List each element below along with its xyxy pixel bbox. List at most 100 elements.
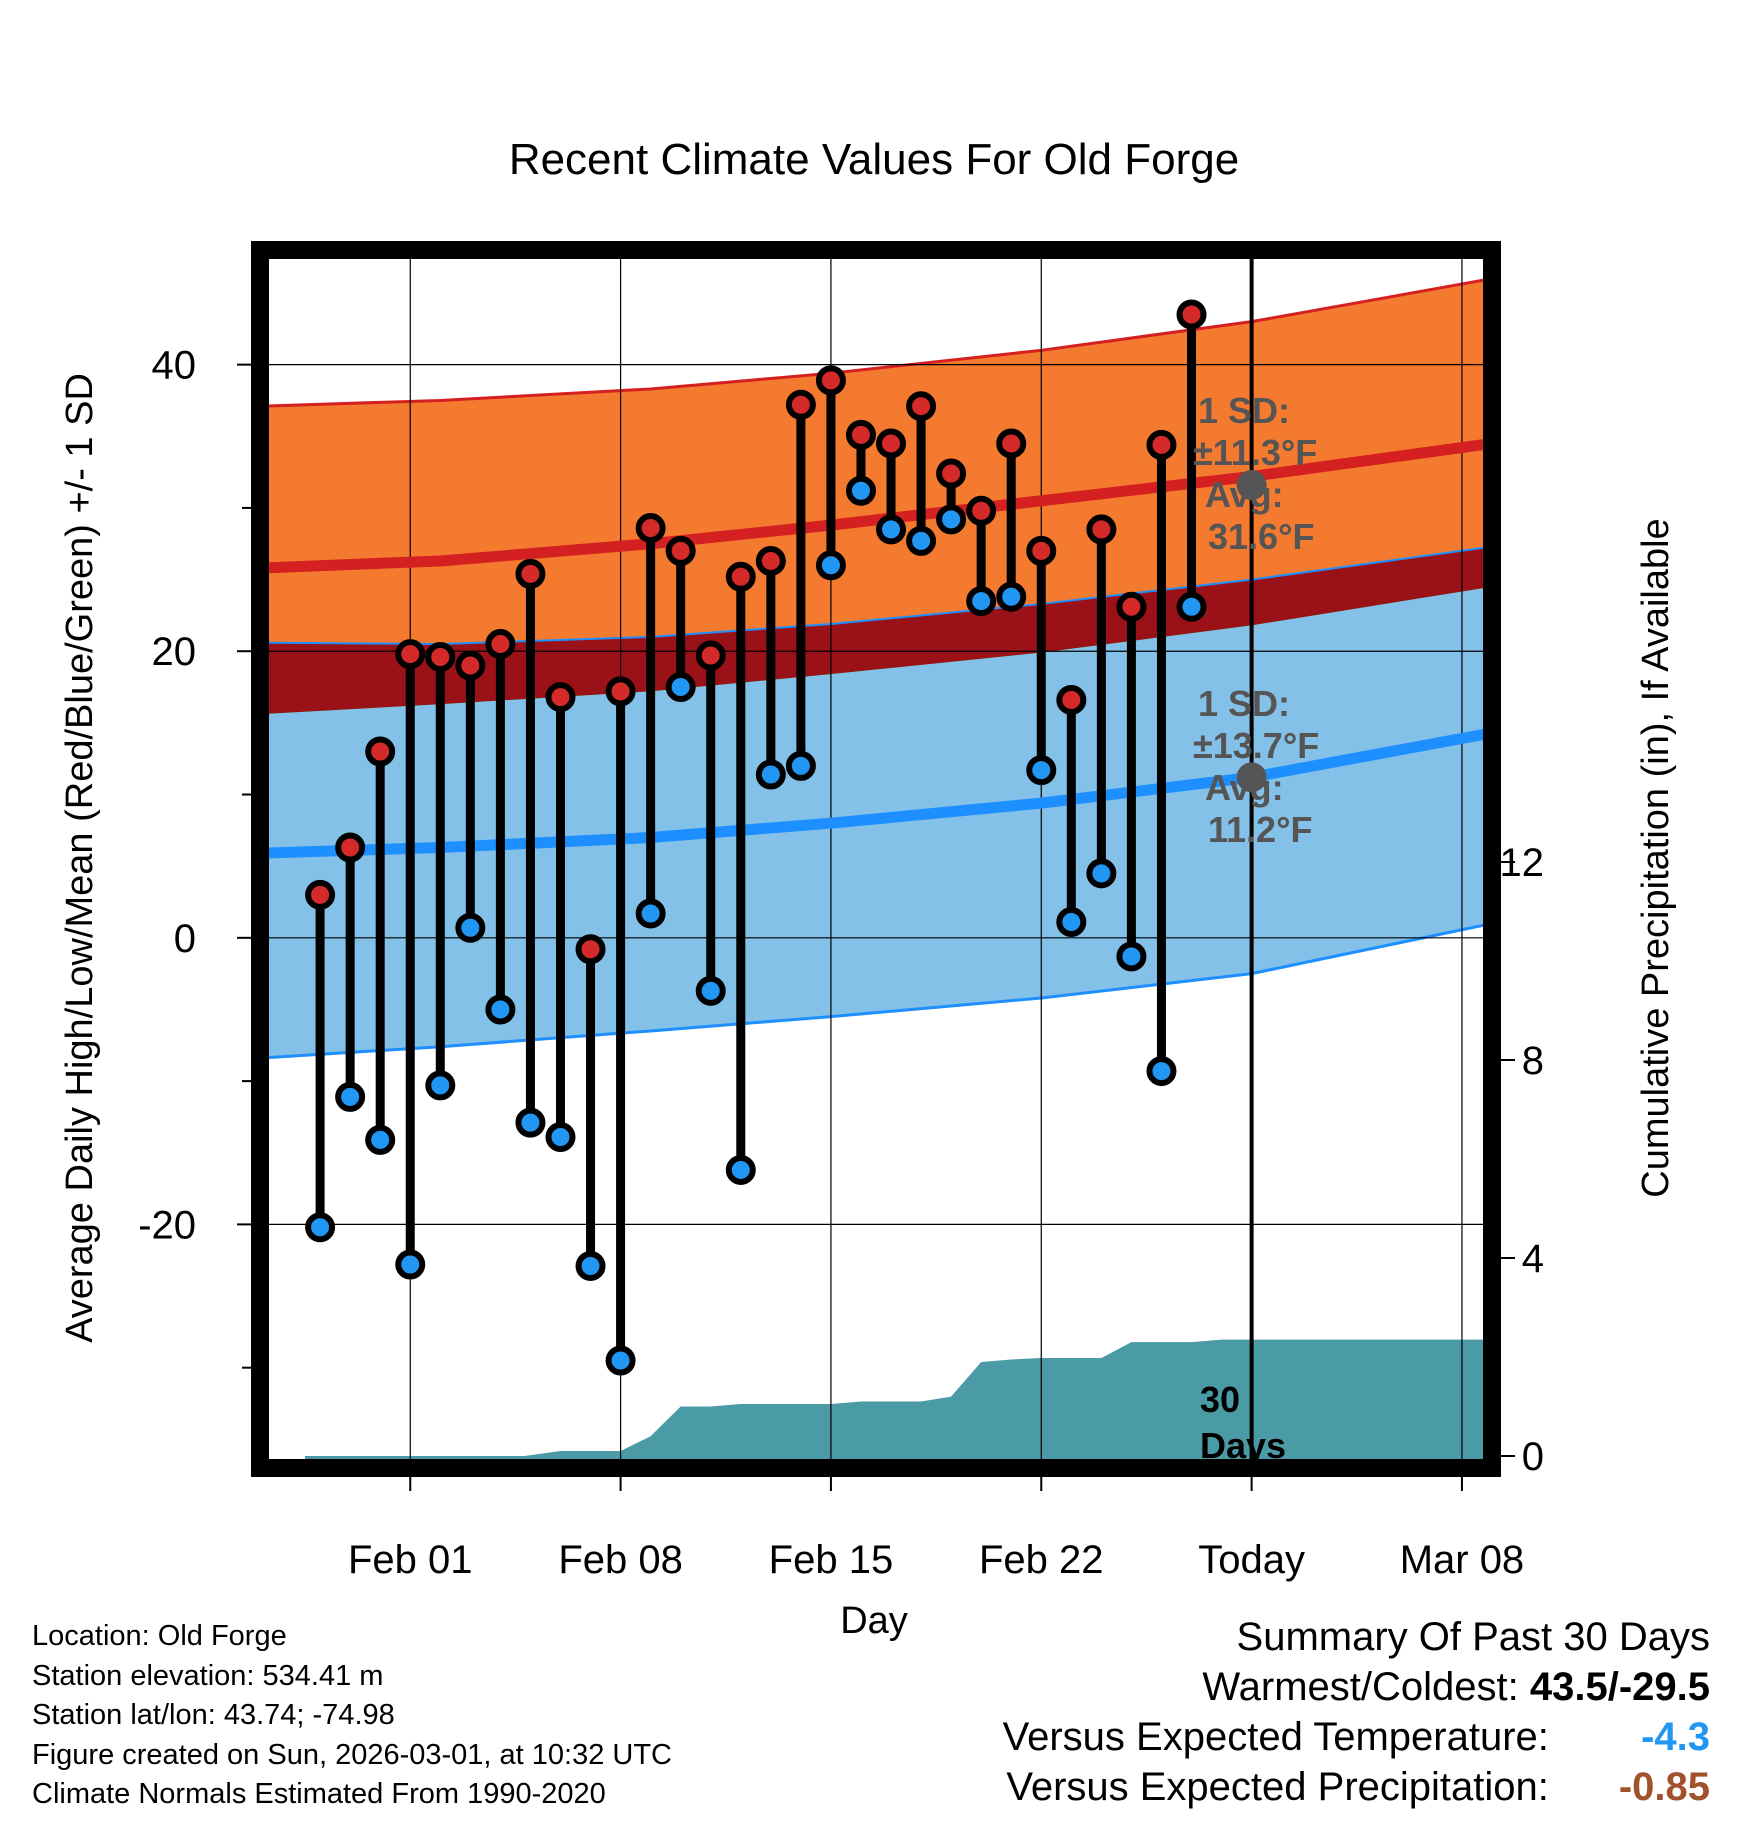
low-avg-label: Avg:: [1205, 767, 1284, 808]
high-point-11: [635, 512, 666, 543]
x-tick-label: Mar 08: [1400, 1538, 1525, 1582]
y-tick-label: 20: [152, 630, 197, 674]
low-point-21: [936, 504, 967, 535]
precip-row: Versus Expected Precipitation: -0.85: [1003, 1762, 1710, 1812]
high-point-2: [365, 736, 396, 767]
high-point-24: [1026, 535, 1057, 566]
temp-row: Versus Expected Temperature: -4.3: [1003, 1712, 1710, 1762]
low-avg-value: 11.2°F: [1208, 809, 1312, 850]
y2-tick-label: 12: [1500, 841, 1545, 885]
station-info: Location: Old Forge Station elevation: 5…: [32, 1617, 672, 1815]
low-point-11: [635, 898, 666, 929]
low-point-4: [425, 1070, 456, 1101]
high-point-1: [335, 832, 366, 863]
high-point-17: [815, 365, 846, 396]
low-point-16: [785, 750, 816, 781]
low-point-3: [395, 1249, 426, 1280]
normals-text: Climate Normals Estimated From 1990-2020: [32, 1778, 606, 1810]
summary-panel: Summary Of Past 30 Days Warmest/Coldest:…: [1003, 1612, 1710, 1812]
temp-label: Versus Expected Temperature:: [1002, 1715, 1549, 1759]
high-point-3: [395, 639, 426, 670]
warmest-row: Warmest/Coldest: 43.5/-29.5: [1003, 1662, 1710, 1712]
high-point-12: [665, 535, 696, 566]
x-tick-label: Feb 22: [979, 1538, 1104, 1582]
y-axis-right-label: Cumulative Precipitation (in), If Availa…: [1635, 518, 1677, 1197]
low-sd-label: 1 SD:: [1198, 683, 1290, 724]
low-point-25: [1056, 907, 1087, 938]
high-point-5: [455, 650, 486, 681]
high-avg-label: Avg:: [1205, 474, 1284, 515]
high-point-25: [1056, 684, 1087, 715]
precip-value: -0.85: [1618, 1765, 1710, 1809]
x-tick-label: Feb 08: [558, 1538, 683, 1582]
high-sd-label: 1 SD:: [1198, 390, 1290, 431]
high-sd-value: ±11.3°F: [1193, 432, 1317, 473]
high-point-6: [485, 629, 516, 660]
low-annotation: 1 SD: ±13.7°F Avg: 11.2°F: [1193, 683, 1319, 850]
low-point-17: [815, 550, 846, 581]
low-point-19: [876, 514, 907, 545]
low-point-27: [1116, 941, 1147, 972]
low-point-0: [305, 1212, 336, 1243]
x-axis-label: Day: [840, 1600, 908, 1642]
high-point-13: [695, 640, 726, 671]
low-sd-value: ±13.7°F: [1193, 725, 1319, 766]
low-point-6: [485, 994, 516, 1025]
precip-layer: [305, 1339, 1492, 1468]
high-point-19: [876, 428, 907, 459]
high-point-0: [305, 879, 336, 910]
warmest-label: Warmest/Coldest:: [1202, 1665, 1519, 1709]
low-point-14: [725, 1154, 756, 1185]
axis-ticks: Feb 01 Feb 08 Feb 15 Feb 22 Today Mar 08 -20 0 2…: [138, 344, 1544, 1582]
high-point-14: [725, 561, 756, 592]
y2-tick-label: 8: [1522, 1039, 1544, 1083]
low-point-10: [605, 1345, 636, 1376]
x-tick-label: Today: [1198, 1538, 1305, 1582]
elevation-text: Station elevation: 534.41 m: [32, 1659, 384, 1692]
low-point-28: [1146, 1056, 1177, 1087]
days-word: Days: [1200, 1425, 1286, 1466]
high-avg-dot: [1236, 470, 1267, 501]
low-point-5: [455, 912, 486, 943]
low-point-23: [996, 581, 1027, 612]
low-avg-dot: [1236, 762, 1267, 793]
high-point-27: [1116, 591, 1147, 622]
y-axis-left-label: Average Daily High/Low/Mean (Red/Blue/Gr…: [59, 373, 101, 1343]
today-marker-layer: [1236, 250, 1267, 1468]
temp-value: -4.3: [1641, 1715, 1710, 1759]
y-tick-label: -20: [138, 1203, 196, 1247]
high-point-18: [845, 419, 876, 450]
low-point-7: [515, 1107, 546, 1138]
high-point-10: [605, 676, 636, 707]
precip-label: Versus Expected Precipitation:: [1006, 1765, 1549, 1809]
low-point-9: [575, 1250, 606, 1281]
low-point-2: [365, 1124, 396, 1155]
precip-area: [305, 1339, 1492, 1468]
high-point-28: [1146, 429, 1177, 460]
high-point-15: [755, 545, 786, 576]
high-point-8: [545, 682, 576, 713]
low-point-26: [1086, 858, 1117, 889]
plot-frame: [251, 241, 1501, 1477]
low-point-13: [695, 975, 726, 1006]
low-point-12: [665, 672, 696, 703]
high-point-21: [936, 458, 967, 489]
y2-tick-label: 4: [1522, 1237, 1544, 1281]
chart-title: Recent Climate Values For Old Forge: [509, 135, 1239, 184]
summary-heading: Summary Of Past 30 Days: [1236, 1615, 1710, 1659]
daily-observations: [305, 299, 1207, 1376]
low-point-29: [1176, 591, 1207, 622]
high-point-20: [906, 391, 937, 422]
warmest-value: 43.5/-29.5: [1529, 1665, 1710, 1709]
x-tick-label: Feb 01: [348, 1538, 473, 1582]
high-point-26: [1086, 514, 1117, 545]
low-point-24: [1026, 755, 1057, 786]
days-annotation: 30 Days: [1200, 1379, 1286, 1466]
y-tick-label: 0: [174, 917, 196, 961]
high-point-29: [1176, 299, 1207, 330]
low-point-15: [755, 759, 786, 790]
high-point-4: [425, 641, 456, 672]
x-tick-label: Feb 15: [769, 1538, 894, 1582]
y-tick-label: 40: [152, 344, 197, 388]
